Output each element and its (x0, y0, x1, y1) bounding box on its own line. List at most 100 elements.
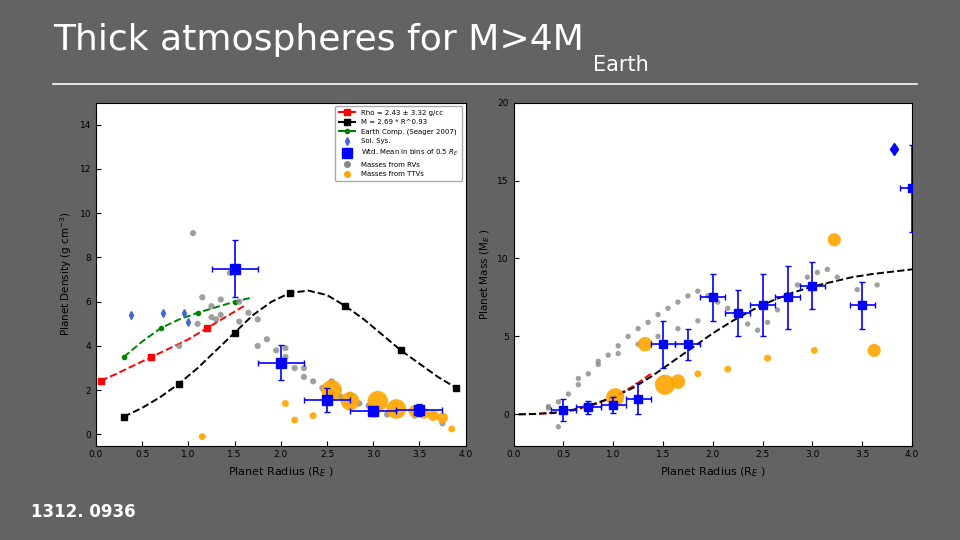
Point (760, 354, 776, 362)
Point (670, 325, 685, 333)
Point (259, 335, 275, 343)
Point (540, 402, 556, 411)
Point (611, 341, 626, 350)
Point (379, 410, 395, 419)
Point (710, 298, 726, 306)
Point (231, 318, 247, 326)
Point (351, 399, 367, 408)
Point (287, 416, 302, 424)
Point (658, 380, 673, 389)
Point (241, 308, 256, 317)
Point (277, 353, 293, 361)
Point (720, 304, 735, 313)
Text: Thick atmospheres for M>4M: Thick atmospheres for M>4M (53, 23, 584, 57)
Point (343, 397, 358, 406)
Point (780, 290, 795, 299)
Point (371, 403, 386, 412)
Point (324, 388, 339, 397)
Point (213, 295, 228, 304)
Point (435, 419, 450, 428)
Point (611, 349, 626, 358)
Point (650, 310, 665, 319)
Text: Earth: Earth (593, 55, 649, 75)
Point (590, 357, 606, 366)
Point (444, 424, 460, 433)
Point (867, 346, 882, 355)
Point (581, 369, 596, 378)
Point (681, 292, 696, 300)
Point (208, 315, 224, 323)
Point (315, 383, 330, 392)
Point (305, 377, 321, 386)
Point (631, 340, 646, 348)
Point (690, 316, 706, 325)
Point (809, 268, 825, 277)
Point (297, 364, 312, 373)
Point (740, 320, 756, 328)
Point (608, 393, 623, 402)
Point (324, 386, 339, 395)
Point (601, 351, 616, 360)
Point (750, 326, 765, 334)
Point (297, 373, 312, 381)
Point (806, 346, 822, 355)
Point (204, 313, 219, 321)
Point (250, 315, 265, 323)
X-axis label: Planet Radius (R$_{E}$ ): Planet Radius (R$_{E}$ ) (228, 465, 334, 478)
Point (389, 404, 404, 413)
Point (561, 390, 576, 399)
Point (371, 406, 386, 414)
Point (277, 399, 293, 408)
Point (204, 302, 219, 310)
Point (620, 332, 636, 341)
Point (760, 318, 776, 327)
Point (361, 401, 376, 410)
Point (700, 292, 715, 300)
Point (343, 397, 358, 406)
Point (670, 377, 685, 386)
Point (172, 342, 187, 350)
Point (640, 318, 656, 327)
Point (551, 422, 566, 431)
Point (670, 298, 685, 306)
Point (870, 281, 885, 289)
Point (650, 332, 665, 341)
Point (250, 342, 265, 350)
Point (820, 265, 835, 274)
Point (417, 409, 432, 418)
Point (590, 360, 606, 369)
Point (287, 364, 302, 373)
Point (407, 411, 422, 420)
Legend: Rho = 2.43 ± 3.32 g/cc, M = 2.69 * R^0.93, Earth Comp. (Seager 2007), Sol. Sys.,: Rho = 2.43 ± 3.32 g/cc, M = 2.69 * R^0.9… (335, 106, 462, 180)
Point (850, 285, 865, 294)
Point (435, 414, 450, 422)
Point (570, 374, 586, 383)
Point (730, 312, 745, 320)
Point (660, 304, 676, 313)
Point (425, 411, 441, 420)
Y-axis label: Planet Mass (M$_{E}$ ): Planet Mass (M$_{E}$ ) (478, 228, 492, 320)
Point (578, 402, 593, 411)
Point (269, 346, 284, 355)
Point (637, 340, 653, 348)
Point (223, 268, 238, 277)
Point (540, 404, 556, 413)
Point (829, 273, 845, 281)
Point (690, 369, 706, 378)
Point (195, 433, 210, 441)
Point (277, 344, 293, 353)
Point (195, 293, 210, 302)
Point (190, 320, 205, 328)
Point (770, 306, 785, 314)
Point (690, 287, 706, 295)
Point (631, 325, 646, 333)
Point (231, 298, 247, 306)
Text: 1312. 0936: 1312. 0936 (31, 503, 135, 521)
Point (407, 407, 422, 416)
Point (324, 377, 339, 386)
Point (827, 235, 842, 244)
Point (213, 310, 228, 319)
Point (551, 397, 566, 406)
Point (185, 229, 201, 238)
Point (333, 393, 348, 401)
